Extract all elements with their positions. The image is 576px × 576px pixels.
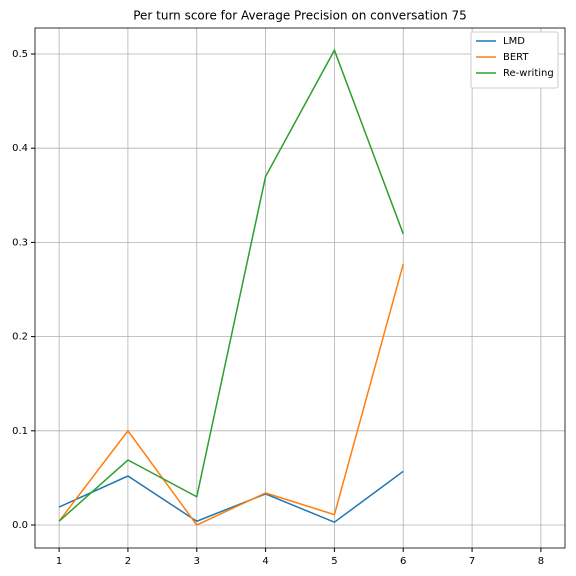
x-tick-label: 6 <box>400 556 406 567</box>
chart-title: Per turn score for Average Precision on … <box>133 9 467 23</box>
y-tick-label: 0.1 <box>12 426 28 437</box>
x-tick-label: 2 <box>125 556 131 567</box>
y-tick-label: 0.4 <box>12 143 28 154</box>
legend-box <box>470 31 559 89</box>
x-tick-label: 8 <box>538 556 544 567</box>
x-tick-label: 3 <box>194 556 200 567</box>
x-tick-label: 1 <box>56 556 62 567</box>
y-tick-label: 0.0 <box>12 520 28 531</box>
y-tick-label: 0.2 <box>12 332 28 343</box>
series-line <box>58 263 404 526</box>
legend-label: BERT <box>503 52 529 63</box>
legend-label: Re-writing <box>503 68 554 79</box>
x-tick-label: 4 <box>262 556 268 567</box>
y-tick-label: 0.5 <box>12 49 28 60</box>
y-tick-label: 0.3 <box>12 237 28 248</box>
plot-frame <box>34 27 566 549</box>
x-tick-label: 5 <box>331 556 337 567</box>
legend: LMD BERT Re-writing <box>470 31 559 89</box>
legend-label: LMD <box>503 36 525 47</box>
series-line <box>58 470 404 524</box>
series-line <box>58 48 404 522</box>
x-tick-label: 7 <box>469 556 475 567</box>
